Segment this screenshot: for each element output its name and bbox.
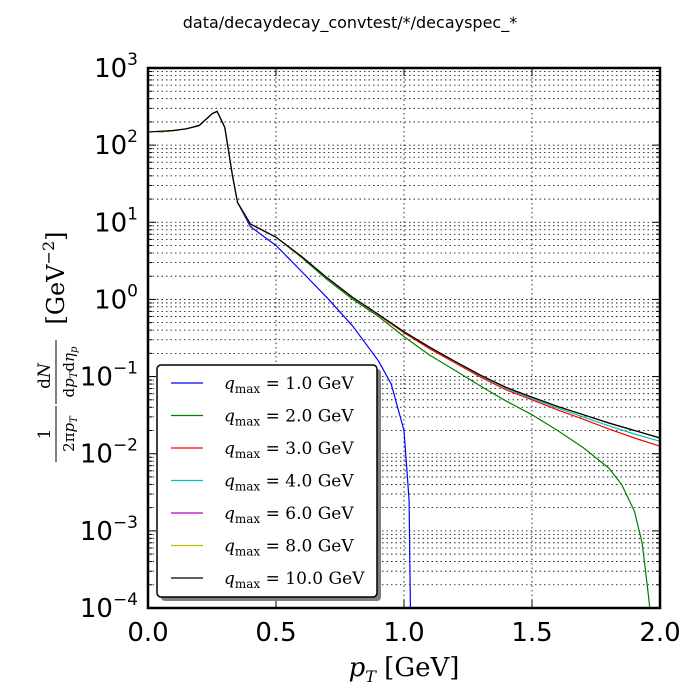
legend-label: qmax = 4.0 GeV: [224, 472, 354, 494]
x-tick-label: 2.0: [639, 618, 680, 648]
series-group: [147, 110, 661, 609]
legend-label: qmax = 2.0 GeV: [224, 407, 354, 429]
y-tick-labels: 103 102 101 100 10−1 10−2 10−3 10−4: [80, 50, 138, 624]
svg-text:1: 1: [35, 429, 55, 440]
legend-box: [156, 364, 378, 598]
x-tick-label: 1.5: [511, 618, 552, 648]
y-axis-label: 1 2πpT dN dpTdηp [GeV−2]: [35, 231, 80, 462]
x-axis-label: pT [GeV]: [349, 653, 460, 686]
x-tick-label: 0.0: [127, 618, 168, 648]
series-line-7: [147, 110, 661, 439]
legend-label: qmax = 1.0 GeV: [224, 374, 354, 396]
y-tick-label: 101: [94, 204, 138, 238]
svg-text:2πpT: 2πpT: [60, 415, 80, 452]
legend-label: qmax = 6.0 GeV: [224, 504, 354, 526]
svg-text:dpTdηp: dpTdηp: [60, 346, 80, 398]
y-tick-label: 10−3: [80, 513, 138, 547]
plot-frame: [146, 66, 662, 610]
legend-label: qmax = 10.0 GeV: [224, 569, 365, 591]
svg-text:[GeV−2]: [GeV−2]: [39, 231, 70, 324]
y-tick-label: 10−1: [80, 359, 138, 393]
legend: qmax = 1.0 GeV qmax = 2.0 GeV qmax = 3.0 G…: [171, 374, 365, 591]
chart-title: data/decaydecay_convtest/*/decayspec_*: [183, 13, 517, 33]
y-tick-label: 103: [94, 50, 138, 84]
y-tick-label: 100: [94, 281, 138, 315]
y-tick-label: 10−2: [80, 436, 138, 470]
y-tick-label: 10−4: [80, 590, 138, 624]
svg-text:dN: dN: [35, 362, 55, 389]
legend-label: qmax = 3.0 GeV: [224, 439, 354, 461]
legend-label: qmax = 8.0 GeV: [224, 537, 354, 559]
x-tick-label: 1.0: [383, 618, 424, 648]
y-tick-label: 102: [94, 127, 138, 161]
x-tick-labels: 0.0 0.5 1.0 1.5 2.0: [127, 618, 680, 648]
x-tick-label: 0.5: [255, 618, 296, 648]
